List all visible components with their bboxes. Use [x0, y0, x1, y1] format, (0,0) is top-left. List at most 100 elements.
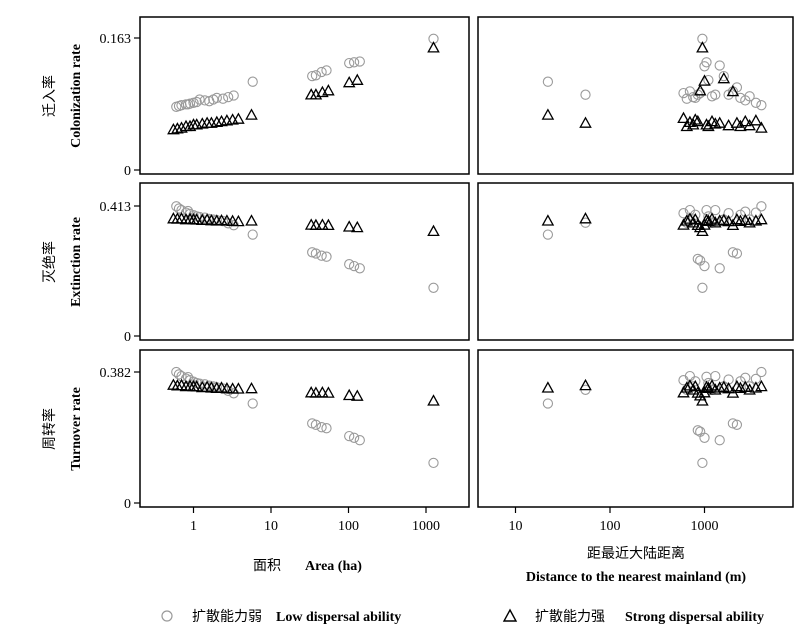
- point-circle-turnover-distance: [714, 435, 725, 446]
- point-triangle-colonization-distance: [738, 114, 752, 127]
- point-circle-turnover-area: [310, 419, 322, 430]
- point-triangle-extinction-distance: [541, 214, 555, 226]
- point-circle-extinction-area: [348, 260, 360, 272]
- point-triangle-turnover-distance: [579, 378, 592, 391]
- point-triangle-turnover-area: [190, 380, 204, 392]
- point-circle-turnover-area: [354, 435, 365, 446]
- point-triangle-turnover-distance: [734, 381, 747, 393]
- panel-extinction-area: [139, 182, 470, 341]
- point-triangle-colonization-area: [232, 112, 245, 124]
- point-triangle-colonization-distance: [698, 74, 711, 86]
- point-triangle-colonization-distance: [693, 84, 707, 96]
- point-triangle-extinction-distance: [755, 212, 768, 225]
- legend-low-cn: 扩散能力弱: [192, 609, 262, 625]
- point-triangle-turnover-distance: [680, 381, 694, 393]
- point-circle-turnover-distance: [697, 457, 708, 469]
- point-triangle-turnover-distance: [688, 379, 702, 392]
- point-circle-turnover-area: [348, 432, 360, 443]
- legend-low-en: Low dispersal ability: [276, 610, 401, 625]
- point-triangle-extinction-area: [342, 220, 356, 232]
- point-circle-colonization-area: [184, 98, 196, 109]
- point-circle-colonization-distance: [701, 57, 712, 68]
- point-circle-colonization-area: [344, 57, 355, 69]
- point-triangle-turnover-distance: [713, 381, 727, 393]
- point-triangle-colonization-area: [210, 115, 224, 128]
- point-circle-extinction-area: [316, 250, 327, 261]
- point-circle-extinction-distance: [731, 248, 743, 259]
- point-circle-colonization-distance: [681, 93, 692, 104]
- xlabel-area-cn: 面积: [253, 558, 281, 574]
- point-triangle-colonization-distance: [749, 114, 763, 126]
- point-triangle-extinction-area: [309, 218, 323, 231]
- x-tick-label-10: 10: [264, 519, 278, 534]
- x-tick-label-10: 10: [509, 519, 523, 534]
- point-circle-colonization-area: [191, 96, 202, 108]
- point-circle-colonization-distance: [756, 100, 767, 111]
- point-triangle-colonization-distance: [688, 113, 702, 125]
- ytick-colonization-min: 0: [124, 164, 131, 179]
- xlabel-distance-cn: 距最近大陆距离: [587, 545, 685, 562]
- point-circle-turnover-area: [344, 430, 355, 442]
- ylabel-extinction-cn: 灭绝率: [41, 241, 58, 283]
- point-circle-colonization-distance: [678, 87, 689, 99]
- point-circle-colonization-distance: [718, 70, 729, 82]
- point-triangle-colonization-distance: [696, 41, 709, 53]
- point-triangle-turnover-distance: [541, 381, 555, 393]
- point-triangle-turnover-area: [322, 386, 335, 398]
- point-triangle-colonization-distance: [755, 121, 768, 133]
- point-circle-turnover-area: [321, 423, 332, 434]
- point-triangle-turnover-area: [167, 378, 180, 390]
- legend-triangle-marker: [502, 608, 518, 622]
- point-triangle-extinction-distance: [708, 216, 722, 228]
- y-axis-colonization: 0.163 0: [100, 32, 140, 179]
- point-triangle-colonization-distance: [579, 116, 592, 128]
- point-circle-colonization-area: [310, 70, 322, 81]
- point-circle-turnover-distance: [701, 371, 712, 382]
- point-triangle-colonization-distance: [677, 111, 690, 124]
- ytick-turnover-min: 0: [124, 497, 131, 512]
- ylabel-colonization-cn: 迁入率: [41, 75, 58, 117]
- ytick-extinction-min: 0: [124, 330, 131, 345]
- point-triangle-extinction-area: [226, 214, 239, 226]
- x-axis-distance: 10 100 1000: [509, 507, 719, 534]
- point-triangle-turnover-area: [316, 386, 329, 398]
- point-circle-extinction-distance: [542, 229, 554, 240]
- point-circle-colonization-area: [194, 94, 205, 105]
- point-circle-colonization-distance: [580, 89, 591, 100]
- point-circle-extinction-distance: [701, 204, 712, 216]
- point-triangle-extinction-distance: [579, 212, 592, 224]
- point-circle-colonization-area: [223, 91, 234, 103]
- x-tick-label-100: 100: [600, 519, 621, 534]
- point-triangle-colonization-distance: [717, 71, 731, 84]
- x-tick-label-1000: 1000: [412, 519, 440, 534]
- point-triangle-extinction-area: [427, 224, 440, 237]
- x-tick-label-100: 100: [338, 519, 359, 534]
- point-circle-colonization-area: [348, 57, 360, 68]
- point-triangle-turnover-distance: [696, 394, 709, 406]
- point-triangle-turnover-area: [245, 381, 258, 394]
- ylabel-extinction-en: Extinction rate: [69, 217, 84, 307]
- point-circle-colonization-distance: [750, 97, 762, 108]
- point-circle-colonization-distance: [542, 76, 554, 87]
- point-circle-turnover-distance: [695, 426, 706, 437]
- panel-turnover-area: [139, 349, 470, 508]
- point-circle-extinction-distance: [678, 208, 689, 219]
- point-circle-extinction-distance: [750, 207, 762, 218]
- point-triangle-extinction-distance: [734, 214, 747, 226]
- point-circle-turnover-area: [247, 398, 258, 409]
- point-triangle-colonization-distance: [541, 108, 555, 120]
- point-circle-colonization-distance: [714, 60, 725, 71]
- point-circle-extinction-area: [428, 282, 439, 293]
- point-triangle-turnover-area: [350, 389, 364, 401]
- point-circle-colonization-area: [247, 76, 258, 87]
- point-triangle-extinction-distance: [680, 214, 694, 226]
- point-circle-turnover-distance: [542, 398, 554, 409]
- point-circle-extinction-distance: [723, 208, 734, 219]
- point-triangle-colonization-area: [427, 41, 440, 53]
- xlabel-distance-en: Distance to the nearest mainland (m): [526, 570, 747, 585]
- point-triangle-colonization-area: [350, 73, 364, 85]
- ylabel-turnover-cn: 周转率: [41, 408, 58, 450]
- panel-turnover-distance: [477, 349, 794, 508]
- point-circle-turnover-distance: [699, 432, 710, 443]
- point-circle-turnover-distance: [731, 419, 743, 430]
